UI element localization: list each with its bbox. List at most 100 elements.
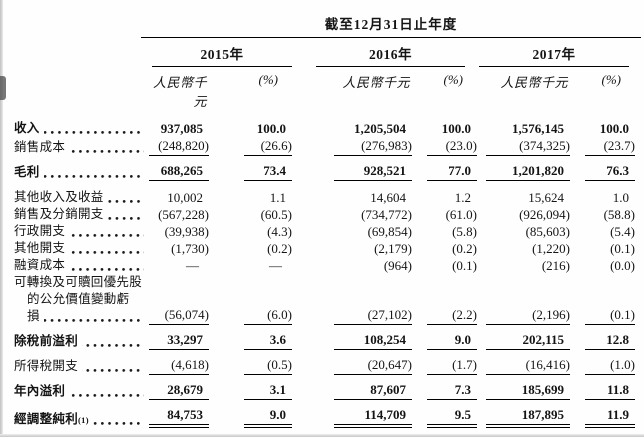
row-label: 年內溢利 <box>14 383 146 400</box>
value-text: (1,730) <box>171 241 209 256</box>
value-text: 9.0 <box>269 407 286 422</box>
units-header-row: 人民幣千元 (%) 人民幣千元 (%) 人民幣千元 (%) <box>14 72 644 120</box>
table-row: 經調整純利 (1) 84,753 9.0 114,709 9.5 187,895 11.9 <box>14 406 644 428</box>
row-label: 銷售及分銷開支 <box>14 206 146 223</box>
table-row: 銷售成本 (248,820) (26.6) (276,983) (23.0) (374,3… <box>14 137 644 156</box>
value-text: — <box>186 258 199 273</box>
value-cell: (69,854) <box>292 223 412 240</box>
value-cell: (0.0) <box>570 257 635 274</box>
row-label: 除稅前溢利 <box>14 333 146 350</box>
value-text: (85,603) <box>525 224 570 239</box>
value-text: (1,220) <box>532 241 570 256</box>
value-box: (2,179) <box>334 240 412 257</box>
row-label-line: 經調整純利 (1) <box>14 411 146 428</box>
value-text: 1.1 <box>269 190 286 205</box>
value-text: (39,938) <box>164 224 209 239</box>
unit-label: 人民幣千元 <box>500 75 568 90</box>
value-box: (567,228) <box>149 206 209 223</box>
row-label-line: 其他收入及收益 <box>14 189 146 206</box>
value-cell: (734,772) <box>292 206 412 223</box>
year-group-2016: 2016年 <box>292 43 477 67</box>
row-label-text: 毛利 <box>14 165 40 179</box>
value-cell: (20,647) <box>292 356 412 375</box>
value-cell: (0.2) <box>412 240 477 257</box>
value-cell: 77.0 <box>412 162 477 181</box>
value-box-ruled: (2.2) <box>427 306 477 325</box>
table-body: 收入 937,085 100.0 1,205,504 100.0 1,576,145 100… <box>14 120 644 428</box>
row-label-line: 損 <box>14 308 146 325</box>
value-box-ruled: 11.8 <box>585 381 635 400</box>
value-text: 7.3 <box>454 382 471 397</box>
row-label-text: 除稅前溢利 <box>14 334 79 348</box>
value-text: (0.2) <box>267 241 292 256</box>
row-label-text: 其他收入及收益 <box>14 190 104 204</box>
leader-dots <box>69 233 144 238</box>
value-box: (4.3) <box>244 223 292 240</box>
value-cell: 1,205,504 <box>292 120 412 137</box>
value-cell: 73.4 <box>209 162 292 181</box>
value-box: (61.0) <box>427 206 477 223</box>
value-box-ruled: 73.4 <box>244 162 292 181</box>
leader-dots <box>107 199 144 204</box>
row-label: 行政開支 <box>14 223 146 240</box>
value-cell: 3.1 <box>209 381 292 400</box>
table-row: 所得稅開支 (4,618) (0.5) (20,647) (1.7) (16,416) (1… <box>14 356 644 375</box>
value-box-ruled: 1,201,820 <box>486 162 570 181</box>
value-cell: (567,228) <box>146 206 209 223</box>
value-box-ruled: 12.8 <box>585 331 635 350</box>
value-cell: (60.5) <box>209 206 292 223</box>
value-text: 84,753 <box>167 407 203 422</box>
value-box: 14,604 <box>334 189 412 206</box>
value-cell: — <box>209 257 292 274</box>
value-box: 100.0 <box>244 120 292 137</box>
value-text: 100.0 <box>256 121 286 136</box>
value-cell: 108,254 <box>292 331 412 350</box>
value-text: (5.8) <box>452 224 477 239</box>
value-box-ruled: 187,895 <box>486 406 570 428</box>
leader-dots <box>69 250 144 255</box>
value-cell: 114,709 <box>292 406 412 428</box>
value-box-ruled: 28,679 <box>149 381 209 400</box>
value-cell: (0.5) <box>209 356 292 375</box>
value-box-ruled: 688,265 <box>149 162 209 181</box>
value-text: (6.0) <box>267 307 292 322</box>
year-label: 2016年 <box>316 43 465 67</box>
value-text: (4.3) <box>267 224 292 239</box>
value-text: (58.8) <box>603 207 635 222</box>
value-box-ruled: 108,254 <box>334 331 412 350</box>
year-label: 2015年 <box>152 43 292 67</box>
row-label: 毛利 <box>14 164 146 181</box>
value-box: (926,094) <box>486 206 570 223</box>
row-label: 經調整純利 (1) <box>14 411 146 428</box>
value-text: 688,265 <box>160 163 203 178</box>
value-box: 937,085 <box>149 120 209 137</box>
leader-dots <box>107 216 144 221</box>
value-text: (23.7) <box>603 138 635 153</box>
value-cell: 937,085 <box>146 120 209 137</box>
value-text: 1,576,145 <box>512 121 564 136</box>
value-box-ruled: 114,709 <box>334 406 412 428</box>
value-text: 937,085 <box>160 121 203 136</box>
value-box-ruled: 3.1 <box>244 381 292 400</box>
value-cell: 11.8 <box>570 381 635 400</box>
table-row: 行政開支 (39,938) (4.3) (69,854) (5.8) (85,603) (5… <box>14 223 644 240</box>
value-box: 100.0 <box>427 120 477 137</box>
value-text: (61.0) <box>445 207 477 222</box>
value-text: (2,179) <box>374 241 412 256</box>
value-box: (58.8) <box>585 206 635 223</box>
row-label: 其他收入及收益 <box>14 189 146 206</box>
value-text: 114,709 <box>364 407 406 422</box>
value-text: 187,895 <box>521 407 564 422</box>
value-cell: 202,115 <box>477 331 570 350</box>
value-cell: (5.8) <box>412 223 477 240</box>
row-label-line: 銷售及分銷開支 <box>14 206 146 223</box>
value-text: (56,074) <box>164 307 209 322</box>
row-label: 其他開支 <box>14 240 146 257</box>
value-text: (69,854) <box>367 224 412 239</box>
value-cell: 33,297 <box>146 331 209 350</box>
value-box: (85,603) <box>486 223 570 240</box>
value-box: (0.1) <box>585 240 635 257</box>
value-box-ruled: (16,416) <box>486 356 570 375</box>
value-text: (926,094) <box>519 207 570 222</box>
row-label: 銷售成本 <box>14 139 146 156</box>
